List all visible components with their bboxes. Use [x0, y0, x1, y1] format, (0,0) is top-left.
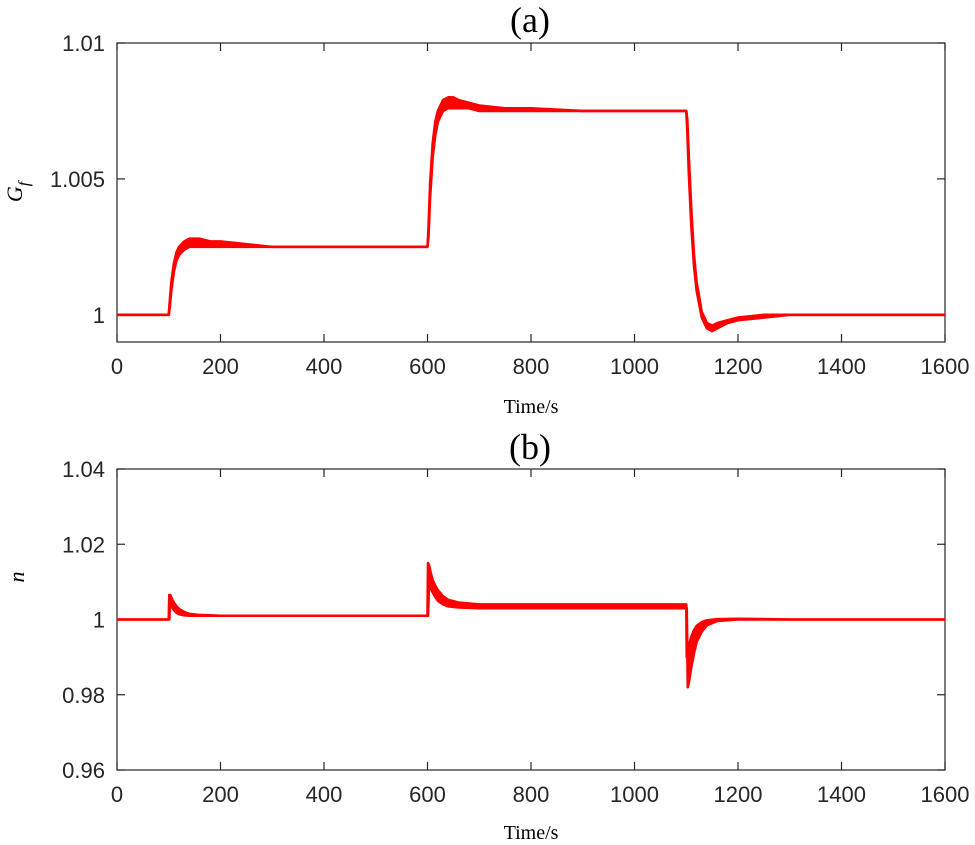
panel-b-ytick-label-3: 1.02: [62, 532, 105, 557]
panel-b-xtick-label-6: 1200: [714, 782, 763, 807]
panel-a-series-line-1: [117, 106, 945, 327]
panel-a-xtick-label-2: 400: [306, 354, 343, 379]
panel-b-title: (b): [509, 427, 551, 467]
panel-b-ytick-label-1: 0.98: [62, 683, 105, 708]
panel-b-xtick-label-5: 1000: [610, 782, 659, 807]
panel-b-series-line-0: [117, 561, 945, 659]
panel-a-xtick-label-3: 600: [409, 354, 446, 379]
panel-b-ytick-label-0: 0.96: [62, 758, 105, 783]
panel-a-ylabel-main: G: [2, 186, 27, 202]
panel-a-ytick-label-0: 1: [93, 303, 105, 328]
panel-a-plot-area: [116, 42, 946, 343]
panel-a-ticks: 0 200 400 600 800 1000 1200 1400 1600 1 1.005 1.01: [50, 31, 970, 379]
panel-a-ytick-label-2: 1.01: [62, 31, 105, 56]
panel-b-xtick-label-2: 400: [306, 782, 343, 807]
panel-a-xtick-label-5: 1000: [610, 354, 659, 379]
panel-a-xtick-label-0: 0: [111, 354, 123, 379]
panel-b: (b) 0 200 400 600 800 1000 1200 1400 1600 0.96 0.9…: [4, 427, 969, 844]
panel-b-xlabel: Time/s: [504, 822, 559, 844]
panel-b-xtick-label-0: 0: [111, 782, 123, 807]
panel-a-xlabel: Time/s: [504, 396, 559, 418]
panel-b-ticks: 0 200 400 600 800 1000 1200 1400 1600 0.96 0.98 1 1.…: [62, 457, 969, 807]
panel-a-xtick-label-1: 200: [202, 354, 239, 379]
panel-b-xtick-label-3: 600: [409, 782, 446, 807]
panel-a-series-line-0: [117, 96, 945, 333]
panel-a-xtick-label-4: 800: [513, 354, 550, 379]
panel-b-xtick-label-4: 800: [513, 782, 550, 807]
panel-b-xtick-label-1: 200: [202, 782, 239, 807]
panel-b-xtick-label-7: 1400: [817, 782, 866, 807]
panel-a-xtick-label-8: 1600: [921, 354, 970, 379]
panel-b-xtick-label-8: 1600: [921, 782, 970, 807]
panel-a-series: [117, 96, 945, 333]
panel-a-xtick-label-7: 1400: [817, 354, 866, 379]
panel-a-xtick-label-6: 1200: [714, 354, 763, 379]
panel-a-ytick-label-1: 1.005: [50, 167, 105, 192]
panel-b-series: [117, 561, 945, 689]
panel-a-ylabel: Gf: [2, 179, 33, 202]
panel-a: (a) 0 200 400 600 800 1000 1200 1400 1600 1 1.005 1…: [2, 0, 969, 418]
panel-b-ytick-label-2: 1: [93, 608, 105, 633]
panel-a-ylabel-subscript: f: [16, 179, 33, 186]
panel-b-series-line-1: [117, 582, 945, 689]
panel-a-title: (a): [510, 0, 550, 40]
panel-b-ytick-label-4: 1.04: [62, 457, 105, 482]
panel-b-ylabel: n: [4, 572, 29, 583]
